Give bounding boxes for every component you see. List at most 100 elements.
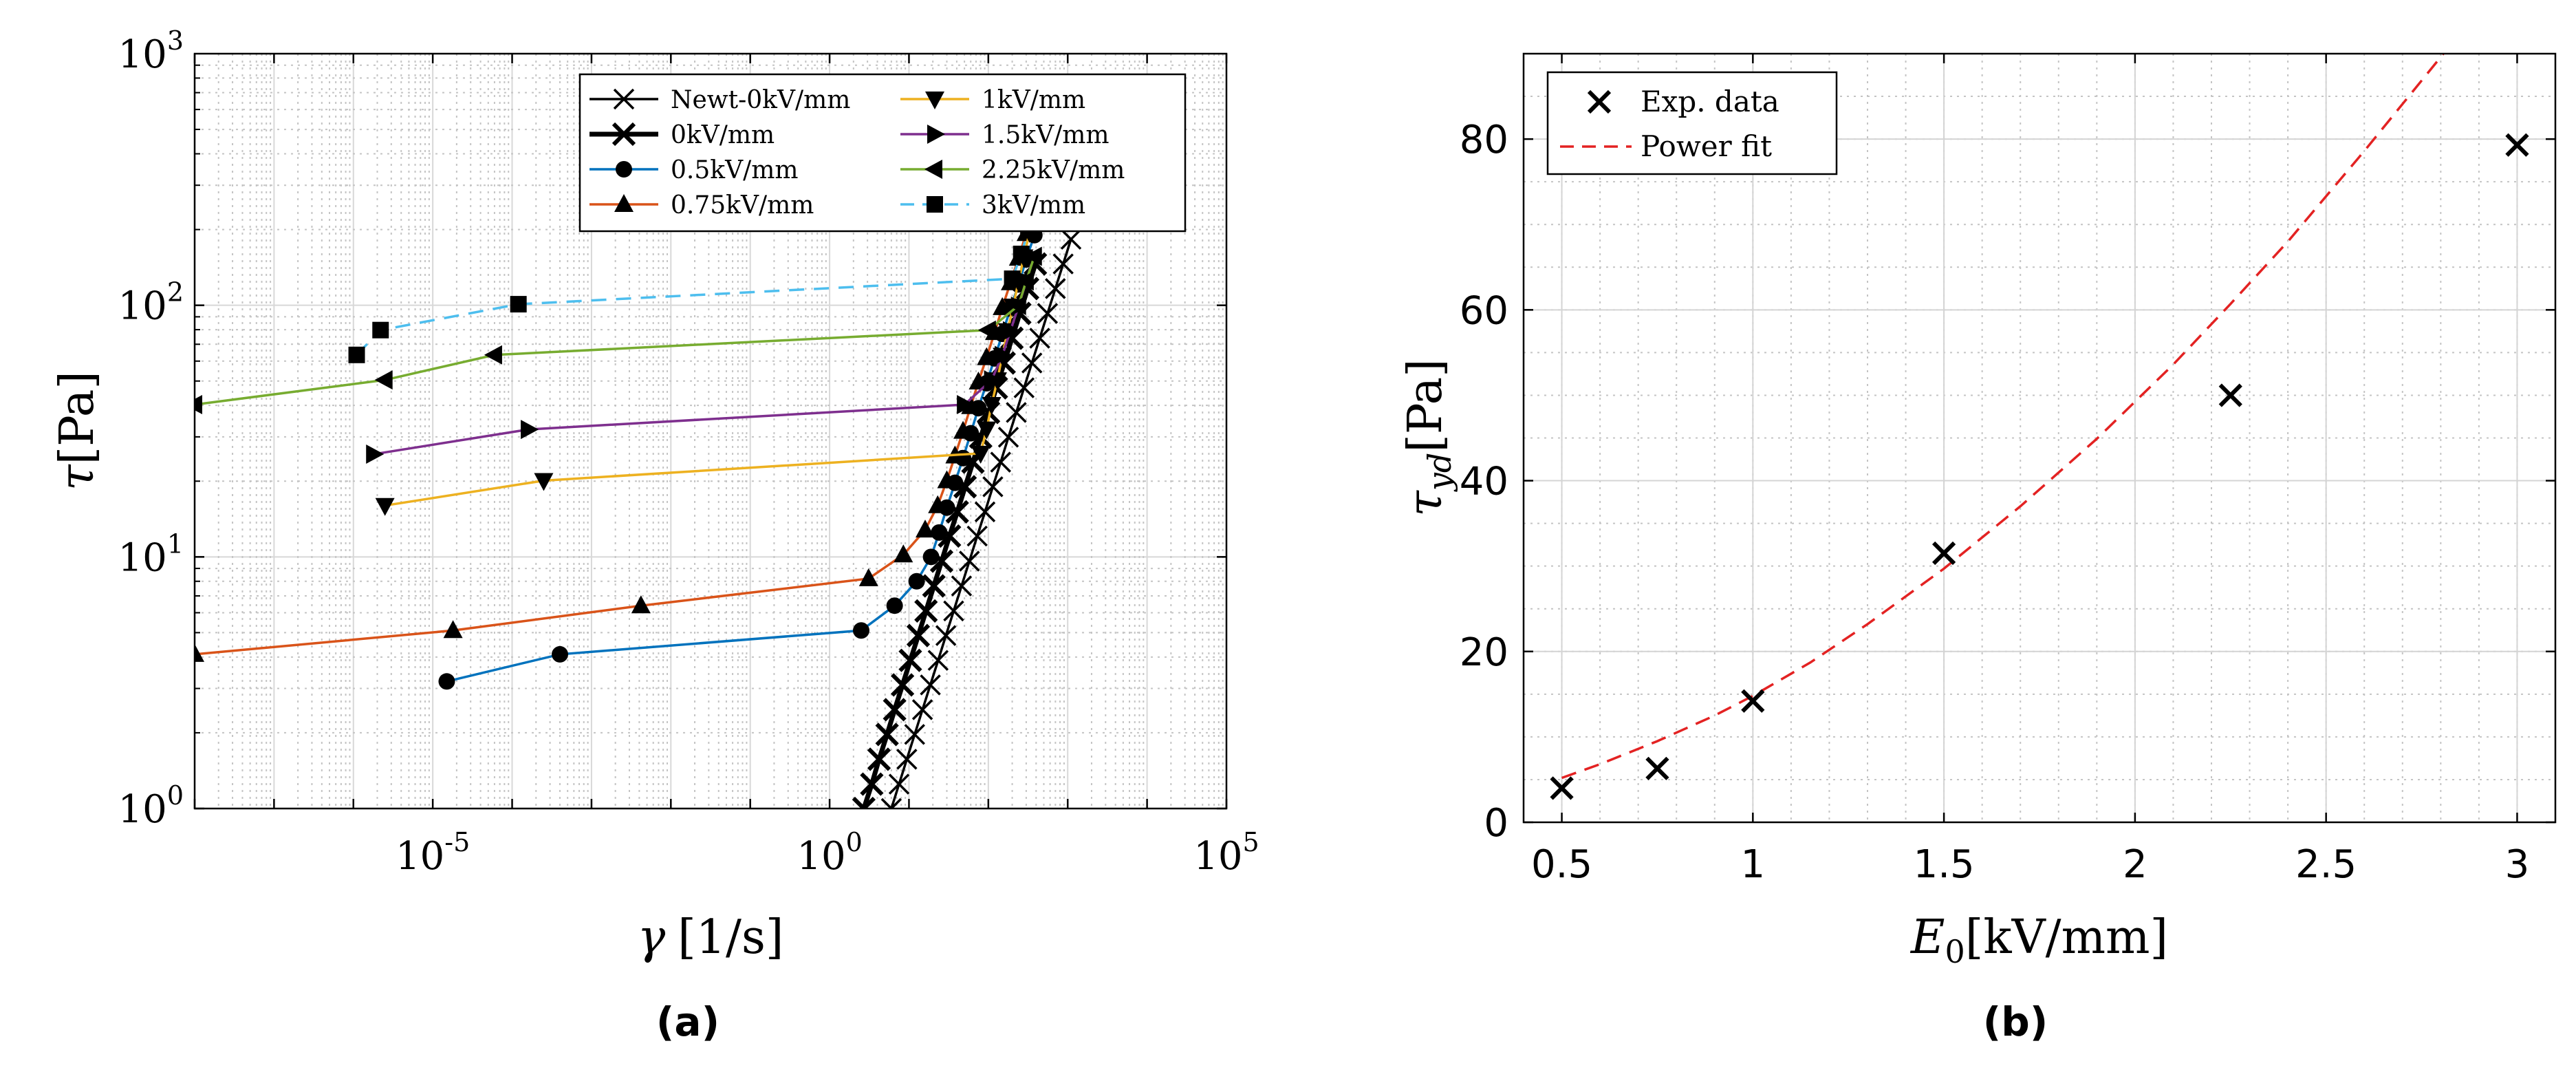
panel-b-grid: [1524, 53, 2555, 823]
panel-a-x-tick-label: 10-5: [396, 827, 470, 879]
panel-a-y-tick-label: 103: [118, 25, 184, 77]
data-point: [904, 724, 925, 745]
data-point: [1931, 541, 1956, 566]
data-point: [1013, 246, 1030, 263]
data-point: [898, 648, 922, 672]
legend-entry: 0.5kV/mm: [589, 156, 798, 184]
panel-b-x-tick-label: 2.5: [2295, 842, 2357, 887]
data-point: [1004, 270, 1021, 288]
legend-entry: 0.75kV/mm: [589, 191, 814, 220]
data-point: [959, 550, 980, 572]
data-point: [984, 370, 1002, 390]
data-point: [366, 445, 385, 464]
panel-b-y-tick-label: 0: [1484, 801, 1508, 846]
legend-marker: [925, 92, 944, 109]
panel-a-x-tick-label: 105: [1193, 827, 1259, 879]
data-point: [922, 548, 940, 566]
legend-marker: [1587, 89, 1612, 114]
series-line: [356, 229, 1030, 356]
legend-label: Power fit: [1641, 129, 1772, 163]
data-point: [968, 372, 988, 390]
data-point: [372, 321, 389, 339]
data-point: [911, 699, 933, 720]
panel-a-y-tick-label: 102: [118, 277, 184, 329]
panel-b-y-tick-labels: 0 20 40 60 80: [1460, 118, 1508, 846]
data-point: [906, 623, 931, 648]
panel-a-axes-box: [193, 52, 1228, 810]
data-point: [1060, 228, 1082, 250]
data-point: [937, 470, 957, 489]
data-point: [890, 673, 915, 697]
panel-b-ticks: [1524, 54, 2555, 824]
data-point: [977, 421, 997, 440]
data-point: [1052, 253, 1074, 275]
legend-label: 3kV/mm: [982, 191, 1085, 220]
data-point: [916, 520, 935, 538]
legend-box: [1546, 71, 1838, 175]
data-point: [977, 347, 997, 365]
data-point: [1021, 352, 1043, 374]
data-point: [2218, 383, 2242, 407]
panel-b-series-power-fit: [1561, 54, 2445, 780]
data-point: [348, 346, 365, 363]
data-point: [631, 595, 651, 614]
legend-marker: [613, 88, 635, 110]
data-point: [1008, 295, 1026, 315]
data-point: [935, 625, 957, 646]
legend-entry: 2.25kV/mm: [900, 156, 1125, 184]
data-point: [1037, 303, 1059, 324]
panel-b-axes-box: [1522, 52, 2557, 824]
panel-b-y-tick-label: 40: [1460, 460, 1508, 504]
panel-b-y-tick-label: 80: [1460, 118, 1508, 162]
data-point: [1550, 776, 1574, 800]
data-point: [908, 573, 925, 590]
panel-b-y-axis-label: τyd[Pa]: [1398, 359, 1458, 516]
data-point: [896, 749, 918, 770]
panel-b-series: [1550, 54, 2529, 800]
data-point: [995, 345, 1013, 365]
panel-b-x-tick-label: 1: [1741, 842, 1766, 887]
legend-entry: Exp. data: [1587, 85, 1779, 118]
panel-b-x-tick-label: 3: [2505, 842, 2530, 887]
data-point: [1006, 402, 1027, 423]
series-line: [890, 239, 1072, 809]
panel-b-y-tick-label: 20: [1460, 630, 1508, 675]
data-point: [914, 599, 938, 623]
series-line: [373, 257, 1035, 456]
data-point: [990, 451, 1012, 473]
data-point: [2505, 133, 2529, 157]
legend-entry: 1kV/mm: [900, 86, 1085, 114]
data-point: [957, 394, 975, 414]
data-point: [860, 772, 884, 796]
panel-b-x-tick-label: 2: [2123, 842, 2147, 887]
panel-b-x-tick-label: 1.5: [1914, 842, 1975, 887]
data-point: [858, 568, 878, 586]
data-point: [1015, 271, 1034, 291]
data-point: [1024, 246, 1042, 266]
data-point: [982, 476, 1004, 497]
data-point: [927, 650, 949, 671]
panel-a-series: [195, 221, 1082, 809]
legend-label: 2.25kV/mm: [982, 156, 1125, 184]
panel-a-y-tick-labels: 100 101 102 103: [118, 25, 184, 832]
panel-a: 10-5 100 105 100 101 102 103 γ [1/s] τ[Pa] (a)…: [50, 25, 1259, 1045]
legend-label: 0.75kV/mm: [671, 191, 814, 220]
legend-box: [578, 73, 1187, 233]
data-point: [1045, 278, 1066, 299]
data-point: [977, 320, 996, 340]
legend-label: 0.5kV/mm: [671, 156, 798, 184]
panel-b-x-tick-labels: 0.5 1 1.5 2 2.5 3: [1531, 842, 2529, 887]
data-point: [943, 600, 964, 622]
series-line: [1561, 54, 2445, 780]
data-point: [928, 495, 948, 513]
panel-a-series-1kv-mm: [375, 224, 1039, 516]
data-point: [920, 674, 941, 696]
data-point: [552, 645, 569, 663]
data-point: [875, 723, 899, 747]
panel-a-legend: Newt-0kV/mm 0kV/mm 0.5kV/mm 0.75kV/mm 1kV/mm…: [578, 73, 1187, 233]
legend-entry: 3kV/mm: [900, 191, 1085, 220]
data-point: [1741, 689, 1765, 713]
data-point: [852, 796, 876, 809]
data-point: [931, 524, 948, 541]
data-point: [883, 698, 907, 722]
